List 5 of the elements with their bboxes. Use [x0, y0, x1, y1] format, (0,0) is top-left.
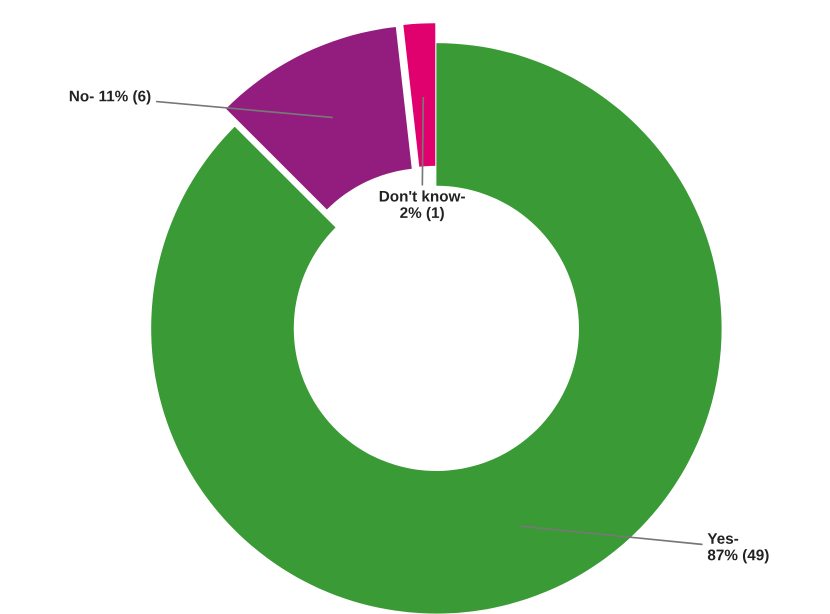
- data-label: 2% (1): [400, 206, 444, 222]
- data-label: 87% (49): [708, 549, 769, 564]
- slice-label: Don't know-: [380, 190, 465, 202]
- slice-label: Yes-: [708, 533, 738, 544]
- slice-label: No- 11% (6): [70, 90, 150, 104]
